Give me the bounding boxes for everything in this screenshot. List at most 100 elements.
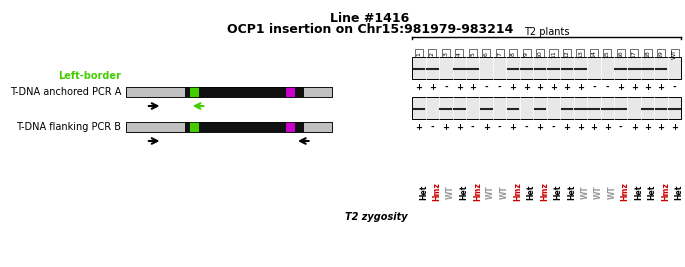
Text: 7: 7 [497,52,502,56]
Text: 17: 17 [632,50,636,58]
Bar [523,49,531,59]
Text: 16: 16 [619,50,623,58]
Bar [456,49,463,59]
Text: +: + [577,83,584,92]
Text: Hmz: Hmz [432,183,441,201]
Text: -: - [431,123,434,132]
Bar [190,122,199,132]
Bar [415,49,423,59]
Text: +: + [631,123,638,132]
Text: WT: WT [486,185,495,199]
Text: Het: Het [527,184,536,200]
Text: Het: Het [567,184,576,200]
Text: WT: WT [580,185,589,199]
Text: +: + [564,83,571,92]
Bar [286,87,295,97]
Text: Hmz: Hmz [661,183,670,201]
Text: 12: 12 [564,50,569,58]
Text: +: + [415,123,423,132]
Text: T2 zygosity: T2 zygosity [345,212,408,222]
Text: +: + [443,123,449,132]
Text: +: + [644,123,651,132]
Bar [603,49,611,59]
Text: T-DNA flanking PCR B: T-DNA flanking PCR B [16,122,121,132]
Text: +: + [564,123,571,132]
Bar [412,97,682,119]
Text: 4: 4 [457,52,462,56]
Text: WT: WT [608,185,616,199]
Text: 9: 9 [524,52,529,56]
Text: +: + [631,83,638,92]
Text: +: + [456,83,463,92]
Text: 13: 13 [578,50,583,58]
Text: +: + [469,83,476,92]
Bar [563,49,571,59]
Bar [185,122,304,132]
Text: +: + [510,83,516,92]
Text: -: - [592,83,596,92]
Bar [185,87,304,97]
Text: +: + [415,83,423,92]
Text: +: + [644,83,651,92]
Text: +: + [590,123,597,132]
Text: +: + [617,83,624,92]
Text: 8: 8 [510,52,516,56]
Text: 6: 6 [484,52,488,56]
Bar [286,122,295,132]
Text: -: - [673,83,676,92]
Text: Hmz: Hmz [473,183,482,201]
Text: Het: Het [419,184,428,200]
Text: +: + [671,123,678,132]
Text: Line #1416: Line #1416 [330,12,410,25]
Text: WT: WT [594,185,603,199]
Bar [496,49,503,59]
Bar [644,49,651,59]
Text: +: + [483,123,490,132]
Bar [509,49,517,59]
Bar [616,49,625,59]
Text: +: + [510,123,516,132]
Bar [469,49,477,59]
Text: -: - [498,123,501,132]
Text: 11: 11 [551,50,556,58]
Text: -: - [484,83,488,92]
Bar [126,87,332,97]
Text: +: + [577,123,584,132]
Text: WT: WT [499,185,509,199]
Text: 10: 10 [538,50,543,58]
Text: 14: 14 [591,50,597,58]
Text: +: + [658,123,664,132]
Text: Het: Het [675,184,684,200]
Text: 19: 19 [658,50,664,58]
Text: -: - [444,83,448,92]
Bar [630,49,638,59]
Bar [536,49,544,59]
Bar [657,49,665,59]
Text: +: + [550,83,557,92]
Bar [190,87,199,97]
Bar [428,49,436,59]
Bar [126,122,332,132]
Bar [590,49,598,59]
Text: +: + [658,83,664,92]
Text: 2: 2 [430,52,435,56]
Text: +: + [456,123,463,132]
Text: Hmz: Hmz [540,183,549,201]
Text: Het: Het [647,184,657,200]
Bar [412,57,682,79]
Text: T-DNA anchored PCR A: T-DNA anchored PCR A [10,87,121,97]
Text: -: - [606,83,609,92]
Text: +: + [523,83,530,92]
Bar [126,122,332,132]
Text: Het: Het [553,184,562,200]
Text: +: + [603,123,611,132]
Text: T2 plants: T2 plants [524,27,569,37]
Text: WT: WT [446,185,455,199]
Text: -: - [471,123,475,132]
Bar [549,49,558,59]
Text: Left-border: Left-border [58,71,121,81]
Text: Hmz: Hmz [513,183,522,201]
Bar [671,49,679,59]
Bar [126,87,332,97]
Text: 18: 18 [645,50,650,58]
